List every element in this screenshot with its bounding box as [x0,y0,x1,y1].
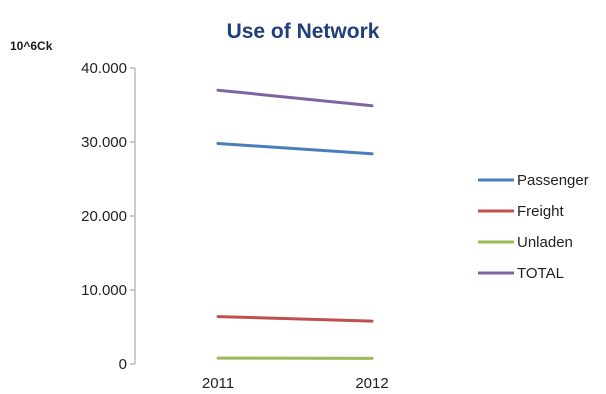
y-tick-label: 30.000 [81,134,127,151]
series-line-freight [216,315,374,323]
legend-label-freight: Freight [517,203,565,220]
chart-title: Use of Network [227,20,380,43]
y-tick-label: 0 [119,356,127,373]
series-line-total [216,88,374,108]
series-line-passenger [216,142,374,156]
x-tick-label: 2011 [202,375,234,392]
legend: Passenger Freight Unladen TOTAL [478,172,589,282]
x-axis-ticks: 2011 2012 [202,375,389,392]
series-lines [216,88,374,360]
y-tick-label: 10.000 [81,282,127,299]
y-tick-label: 20.000 [81,208,127,225]
y-unit-label: 10^6Ck [10,39,53,53]
legend-label-total: TOTAL [517,265,564,282]
y-tick-label: 40.000 [81,60,127,77]
legend-label-unladen: Unladen [517,234,573,251]
x-tick-label: 2012 [355,375,388,392]
legend-label-passenger: Passenger [517,172,589,189]
y-axis-ticks: 0 10.000 20.000 30.000 40.000 [81,60,135,373]
